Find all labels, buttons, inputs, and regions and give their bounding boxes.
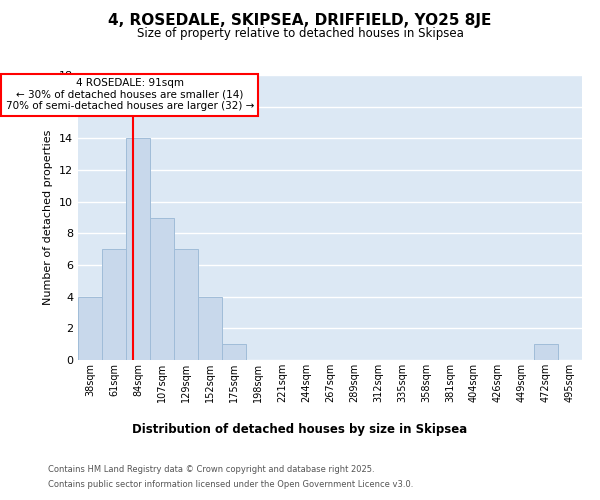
Text: 4, ROSEDALE, SKIPSEA, DRIFFIELD, YO25 8JE: 4, ROSEDALE, SKIPSEA, DRIFFIELD, YO25 8J… xyxy=(109,12,491,28)
Bar xyxy=(102,249,126,360)
Bar xyxy=(534,344,558,360)
Bar xyxy=(78,296,102,360)
Y-axis label: Number of detached properties: Number of detached properties xyxy=(43,130,53,305)
Text: Distribution of detached houses by size in Skipsea: Distribution of detached houses by size … xyxy=(133,422,467,436)
Text: Size of property relative to detached houses in Skipsea: Size of property relative to detached ho… xyxy=(137,28,463,40)
Text: Contains public sector information licensed under the Open Government Licence v3: Contains public sector information licen… xyxy=(48,480,413,489)
Bar xyxy=(222,344,246,360)
Bar xyxy=(126,138,150,360)
Bar xyxy=(198,296,222,360)
Bar xyxy=(150,218,174,360)
Text: Contains HM Land Registry data © Crown copyright and database right 2025.: Contains HM Land Registry data © Crown c… xyxy=(48,465,374,474)
Text: 4 ROSEDALE: 91sqm
← 30% of detached houses are smaller (14)
70% of semi-detached: 4 ROSEDALE: 91sqm ← 30% of detached hous… xyxy=(5,78,254,112)
Bar xyxy=(174,249,198,360)
